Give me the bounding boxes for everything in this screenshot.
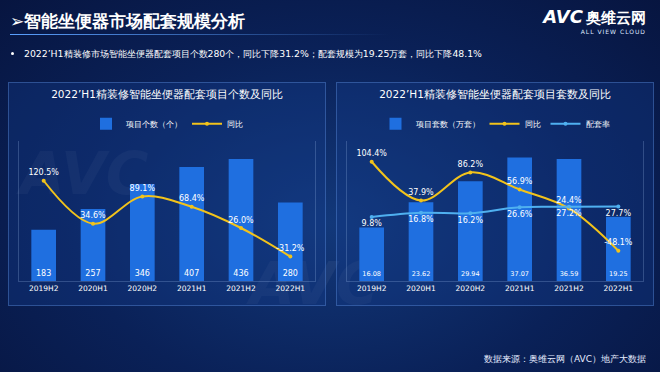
svg-text:2019H2: 2019H2 bbox=[29, 284, 59, 293]
svg-text:27.7%: 27.7% bbox=[606, 209, 632, 218]
svg-text:16.8%: 16.8% bbox=[408, 215, 434, 224]
svg-text:同比: 同比 bbox=[525, 120, 541, 129]
svg-text:2022H1: 2022H1 bbox=[276, 284, 306, 293]
svg-text:2020H1: 2020H1 bbox=[78, 284, 108, 293]
svg-text:68.4%: 68.4% bbox=[179, 194, 205, 203]
svg-text:2022’H1精装修智能坐便器配套项目个数及同比: 2022’H1精装修智能坐便器配套项目个数及同比 bbox=[51, 88, 283, 100]
svg-text:项目个数（个）: 项目个数（个） bbox=[126, 120, 182, 129]
svg-text:37.07: 37.07 bbox=[510, 270, 529, 278]
svg-text:16.08: 16.08 bbox=[362, 270, 381, 278]
svg-text:2020H2: 2020H2 bbox=[456, 284, 486, 293]
svg-text:104.4%: 104.4% bbox=[356, 149, 387, 158]
svg-text:2021H2: 2021H2 bbox=[226, 284, 256, 293]
svg-text:56.9%: 56.9% bbox=[507, 177, 533, 186]
svg-text:19.25: 19.25 bbox=[609, 270, 628, 278]
svg-text:27.2%: 27.2% bbox=[556, 209, 582, 218]
svg-text:2020H1: 2020H1 bbox=[406, 284, 436, 293]
svg-text:183: 183 bbox=[36, 269, 51, 278]
svg-text:同比: 同比 bbox=[227, 120, 243, 129]
svg-text:项目套数（万套）: 项目套数（万套） bbox=[416, 120, 480, 129]
svg-text:120.5%: 120.5% bbox=[28, 168, 59, 177]
svg-text:26.0%: 26.0% bbox=[228, 216, 254, 225]
svg-text:2019H2: 2019H2 bbox=[357, 284, 387, 293]
svg-text:257: 257 bbox=[85, 269, 100, 278]
svg-text:2021H2: 2021H2 bbox=[554, 284, 584, 293]
svg-text:24.4%: 24.4% bbox=[556, 196, 582, 205]
svg-text:-48.1%: -48.1% bbox=[604, 238, 633, 247]
svg-text:86.2%: 86.2% bbox=[458, 160, 484, 169]
svg-text:407: 407 bbox=[184, 269, 199, 278]
svg-text:89.1%: 89.1% bbox=[130, 184, 156, 193]
svg-text:-31.2%: -31.2% bbox=[276, 244, 305, 253]
svg-text:29.94: 29.94 bbox=[461, 270, 480, 278]
svg-text:2021H1: 2021H1 bbox=[177, 284, 207, 293]
svg-text:26.6%: 26.6% bbox=[507, 210, 533, 219]
svg-text:16.2%: 16.2% bbox=[458, 216, 484, 225]
svg-text:23.62: 23.62 bbox=[412, 270, 431, 278]
svg-text:9.8%: 9.8% bbox=[362, 219, 383, 228]
svg-text:36.59: 36.59 bbox=[560, 270, 579, 278]
svg-text:280: 280 bbox=[283, 269, 298, 278]
svg-text:34.6%: 34.6% bbox=[80, 211, 106, 220]
svg-text:配套率: 配套率 bbox=[586, 120, 610, 129]
svg-text:2021H1: 2021H1 bbox=[505, 284, 535, 293]
svg-text:346: 346 bbox=[135, 269, 150, 278]
svg-text:436: 436 bbox=[233, 269, 248, 278]
svg-text:2022H1: 2022H1 bbox=[604, 284, 634, 293]
svg-text:2020H2: 2020H2 bbox=[128, 284, 158, 293]
svg-text:37.9%: 37.9% bbox=[408, 188, 434, 197]
svg-text:2022’H1精装修智能坐便器配套项目套数及同比: 2022’H1精装修智能坐便器配套项目套数及同比 bbox=[379, 88, 611, 100]
